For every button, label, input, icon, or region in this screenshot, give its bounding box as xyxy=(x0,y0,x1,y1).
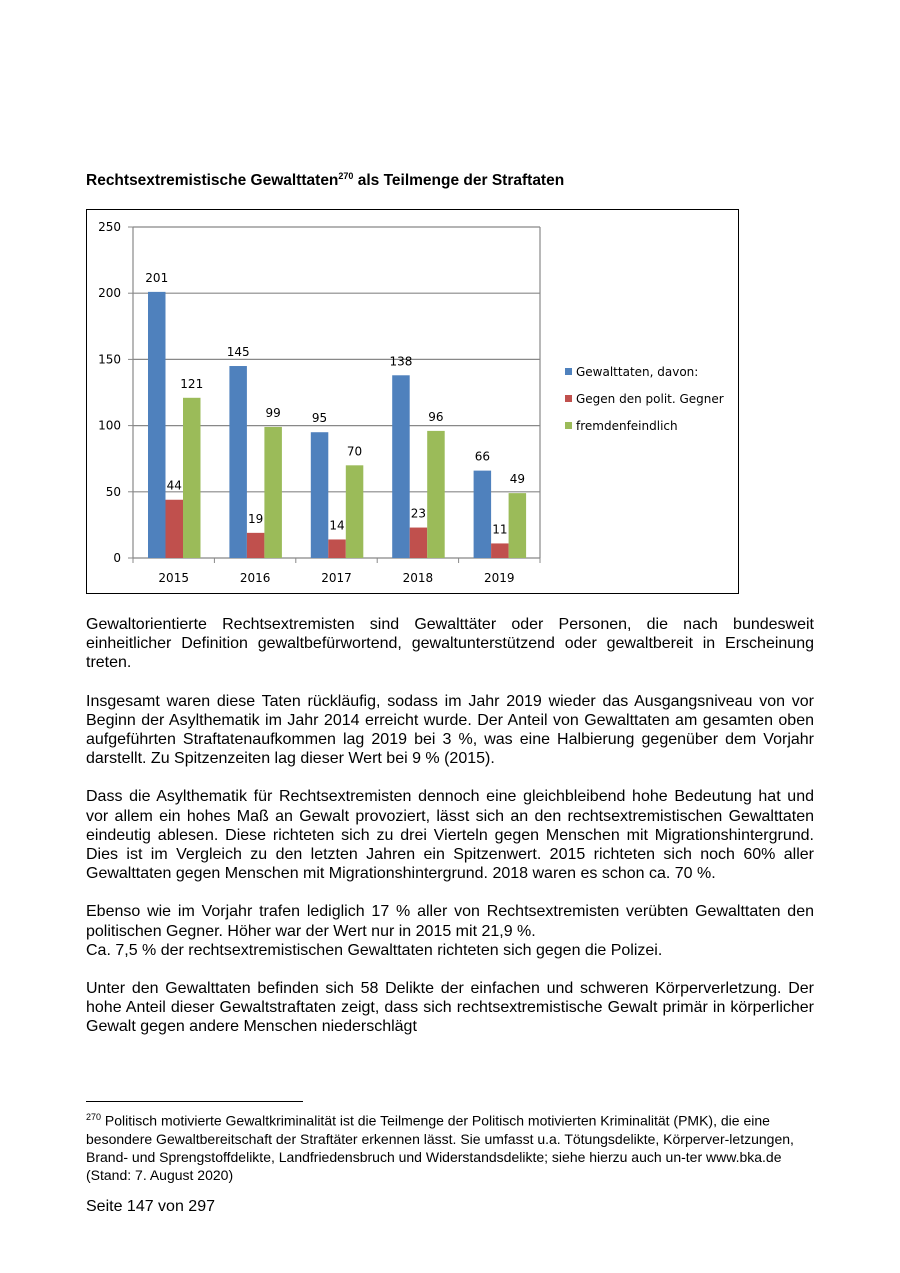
bar-2016-2 xyxy=(264,426,282,558)
page-number: Seite 147 von 297 xyxy=(86,1198,215,1215)
x-tick-label: 2016 xyxy=(240,571,271,585)
bar-2015-0 xyxy=(148,291,166,558)
bar-2018-2 xyxy=(427,430,445,558)
y-tick-label: 250 xyxy=(98,220,121,234)
bar-2015-1 xyxy=(165,499,183,558)
y-tick-label: 200 xyxy=(98,286,121,300)
data-label: 70 xyxy=(347,444,362,458)
bar-2018-1 xyxy=(409,527,428,558)
y-tick-label: 100 xyxy=(98,419,121,433)
paragraph: Gewaltorientierte Rechtsextremisten sind… xyxy=(86,616,814,672)
paragraph: Dass die Asylthematik für Rechtsextremis… xyxy=(86,788,814,883)
bar-2017-2 xyxy=(345,465,364,558)
data-label: 99 xyxy=(266,406,281,420)
data-label: 11 xyxy=(492,522,507,536)
paragraph: Ebenso wie im Vorjahr trafen lediglich 1… xyxy=(86,903,814,940)
chart-title: Rechtsextremistische Gewalttaten270 als … xyxy=(86,171,565,190)
y-tick-label: 50 xyxy=(106,485,121,499)
chart-frame: 0 50 100 150 200 250 2015 201 44 121 2016 145 19 99 20… xyxy=(86,209,739,594)
footnote: 270 Politisch motivierte Gewaltkriminali… xyxy=(86,1112,794,1183)
paragraph: Insgesamt waren diese Taten rückläufig, … xyxy=(86,692,814,768)
bar-2017-1 xyxy=(328,539,346,558)
bar-2017-0 xyxy=(310,432,329,558)
legend-label: fremdenfeindlich xyxy=(576,419,678,433)
legend-swatch xyxy=(565,422,572,429)
data-label: 96 xyxy=(428,410,443,424)
legend-label: Gegen den polit. Gegner xyxy=(576,392,724,406)
footnote-divider xyxy=(86,1101,303,1102)
bar-2016-0 xyxy=(229,366,247,558)
bar-chart: 0 50 100 150 200 250 2015 201 44 121 2016 145 19 99 20… xyxy=(98,220,724,585)
data-label: 66 xyxy=(475,450,490,464)
x-tick-label: 2019 xyxy=(484,571,515,585)
bar-2019-2 xyxy=(508,493,527,558)
x-tick-label: 2018 xyxy=(403,571,434,585)
data-label: 23 xyxy=(411,507,426,521)
y-tick-label: 0 xyxy=(113,551,121,565)
bar-2019-0 xyxy=(473,470,492,558)
data-label: 44 xyxy=(167,479,182,493)
legend-label: Gewalttaten, davon: xyxy=(576,365,698,379)
data-label: 201 xyxy=(145,271,168,285)
body-text: Gewaltorientierte Rechtsextremisten sind… xyxy=(86,615,814,1056)
data-label: 19 xyxy=(248,512,263,526)
x-tick-label: 2017 xyxy=(321,571,352,585)
data-label: 14 xyxy=(329,518,344,532)
y-tick-label: 150 xyxy=(98,352,121,366)
paragraph: Unter den Gewalttaten befinden sich 58 D… xyxy=(86,980,814,1036)
data-label: 49 xyxy=(510,472,525,486)
footnote-ref: 270 xyxy=(338,171,354,181)
legend-swatch xyxy=(565,368,572,375)
data-label: 145 xyxy=(227,345,250,359)
data-label: 95 xyxy=(312,411,327,425)
bar-2016-1 xyxy=(246,532,265,558)
data-label: 121 xyxy=(180,377,203,391)
x-tick-label: 2015 xyxy=(158,571,189,585)
data-label: 138 xyxy=(389,354,412,368)
bar-2018-0 xyxy=(392,375,410,558)
bar-2015-2 xyxy=(183,397,201,558)
legend-swatch xyxy=(565,395,572,402)
bar-2019-1 xyxy=(491,543,509,558)
paragraph: Ca. 7,5 % der rechtsextremistischen Gewa… xyxy=(86,941,663,959)
